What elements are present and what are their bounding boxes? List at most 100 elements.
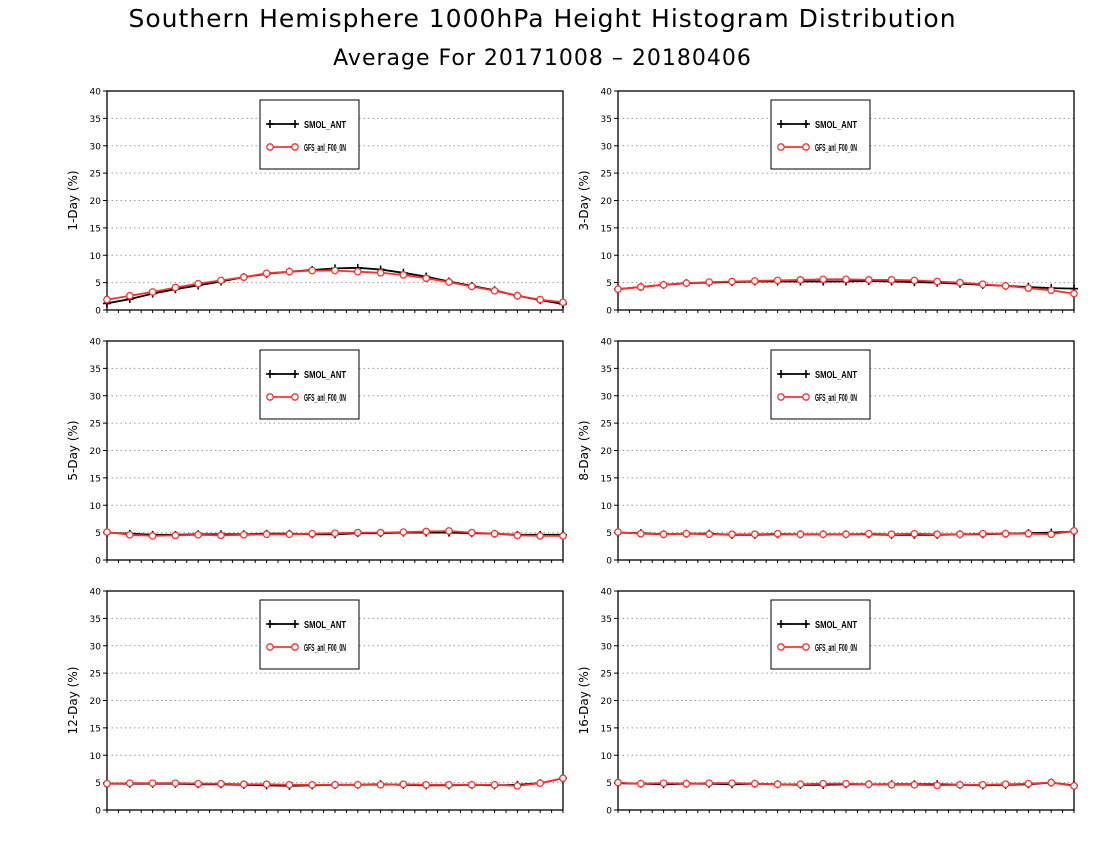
y-tick-label: 25 [601, 420, 612, 430]
y-tick-label: 40 [601, 88, 613, 98]
series-point-2 [978, 780, 987, 789]
series-point-2 [171, 283, 180, 292]
series-point-2 [864, 529, 873, 538]
y-tick-label: 30 [601, 392, 613, 402]
legend-marker-2 [266, 393, 274, 401]
series-point-2 [148, 779, 157, 788]
series-point-2 [331, 780, 339, 789]
series-point-2 [933, 781, 942, 790]
series-point-2 [773, 276, 782, 285]
series-point-2 [239, 780, 248, 789]
series-point-2 [308, 780, 317, 789]
legend-marker-2 [802, 393, 810, 401]
y-tick-label: 5 [606, 529, 612, 539]
y-tick-label: 25 [601, 170, 612, 180]
series-point-2 [636, 779, 645, 788]
series-point-2 [171, 531, 180, 540]
panel-6: 0 5 10 15 20 25 30 35 40 16-Day (%) SMOL_ANT GFS_an… [577, 588, 1078, 817]
series-point-2 [933, 530, 942, 539]
series-point-2 [513, 782, 522, 790]
legend-label-1: SMOL_ANT [815, 620, 857, 631]
series-point-2 [728, 530, 736, 539]
series-point-2 [636, 283, 645, 291]
series-point-2 [125, 779, 134, 788]
y-tick-label: 15 [90, 724, 101, 734]
y-tick-label: 15 [601, 474, 612, 484]
legend-marker-2 [266, 643, 274, 651]
y-tick-label: 0 [95, 807, 101, 817]
series-point-2 [513, 531, 522, 540]
legend-marker-2 [802, 143, 810, 151]
series-point-2 [308, 266, 317, 275]
y-tick-label: 20 [90, 697, 102, 707]
y-axis-label: 1-Day (%) [66, 170, 80, 230]
series-point-2 [773, 529, 782, 538]
legend-label-1: SMOL_ANT [304, 120, 346, 131]
y-tick-label: 10 [601, 252, 613, 262]
series-point-2 [1001, 529, 1010, 538]
series-point-2 [103, 295, 111, 304]
y-tick-label: 30 [601, 142, 613, 152]
y-tick-label: 35 [601, 115, 612, 125]
y-tick-label: 40 [90, 88, 102, 98]
legend-label-2: GFS_anl_F00_0N [304, 143, 346, 154]
series-point-2 [445, 278, 453, 286]
page-subtitle: Average For 20171008 – 20180406 [333, 46, 752, 71]
series-point-2 [819, 275, 828, 284]
series-point-2 [705, 779, 714, 788]
series-point-2 [490, 286, 499, 295]
series-point-2 [1024, 779, 1033, 788]
y-tick-label: 25 [601, 670, 612, 680]
series-point-2 [331, 529, 339, 538]
panel-2: 0 5 10 15 20 25 30 35 40 3-Day (%) SMOL_ANT GFS_anl… [577, 88, 1078, 317]
y-tick-label: 5 [95, 779, 101, 789]
legend-marker-2 [777, 143, 785, 151]
y-tick-label: 10 [601, 502, 613, 512]
series-point-2 [376, 528, 385, 537]
series-point-2 [262, 269, 271, 278]
y-tick-label: 20 [90, 447, 102, 457]
series-point-2 [353, 267, 362, 276]
series-point-2 [750, 530, 759, 539]
series-point-2 [1047, 778, 1056, 787]
y-tick-label: 25 [90, 170, 101, 180]
y-tick-label: 35 [90, 365, 101, 375]
y-tick-label: 5 [606, 279, 612, 289]
series-point-2 [513, 291, 522, 300]
series-point-2 [239, 530, 248, 539]
series-point-2 [864, 276, 873, 284]
series-point-2 [308, 529, 317, 538]
series-point-2 [285, 267, 294, 276]
series-point-2 [536, 295, 545, 304]
series-point-2 [467, 282, 476, 291]
legend-marker-1 [777, 120, 785, 128]
legend-label-2: GFS_anl_F00_0N [815, 393, 857, 404]
y-tick-label: 0 [606, 307, 612, 317]
series-point-2 [659, 779, 668, 788]
series-point-2 [376, 780, 385, 789]
y-tick-label: 25 [90, 670, 101, 680]
series-point-2 [1070, 782, 1078, 790]
series-point-2 [103, 779, 111, 788]
legend-marker-1 [291, 120, 299, 128]
y-tick-label: 25 [90, 420, 101, 430]
y-tick-label: 20 [601, 697, 613, 707]
y-tick-label: 35 [601, 365, 612, 375]
series-point-2 [614, 528, 622, 536]
series-point-2 [125, 530, 134, 539]
plot-frame [617, 590, 1075, 811]
legend-marker-2 [291, 143, 299, 151]
series-point-2 [353, 528, 362, 537]
y-tick-label: 30 [601, 642, 613, 652]
legend-box [770, 349, 871, 420]
series-point-2 [399, 780, 408, 789]
series-point-2 [467, 780, 476, 789]
series-point-2 [933, 277, 942, 286]
legend-marker-1 [291, 620, 299, 628]
series-point-2 [103, 528, 111, 536]
series-point-2 [978, 529, 987, 538]
panel-1: 0 5 10 15 20 25 30 35 40 1-Day (%) SMOL_ANT GFS_anl… [66, 88, 567, 317]
series-point-2 [887, 276, 896, 284]
y-tick-label: 40 [601, 338, 613, 348]
y-axis-label: 12-Day (%) [66, 667, 80, 735]
